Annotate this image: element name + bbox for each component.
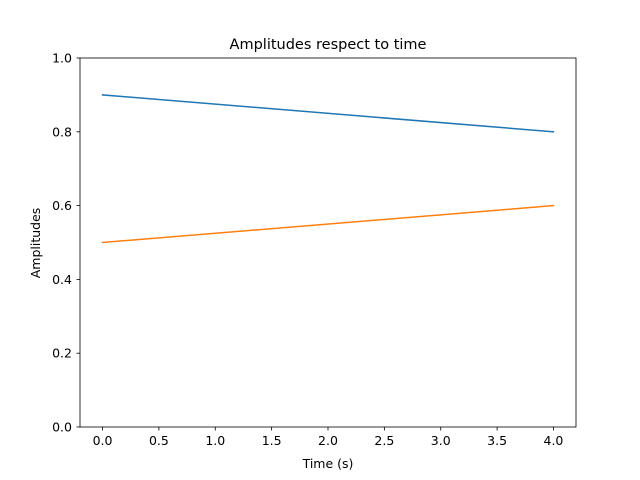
y-tick-label: 0.8: [52, 124, 72, 139]
chart-title: Amplitudes respect to time: [230, 37, 427, 53]
x-tick-label: 3.0: [431, 433, 451, 448]
series-layer: [101, 94, 555, 244]
x-tick-label: 0.0: [93, 433, 113, 448]
x-ticks: 0.0 0.5 1.0 1.5 2.0 2.5 3.0 3.5 4.0: [93, 427, 564, 448]
x-tick-label: 2.0: [318, 433, 338, 448]
x-tick-label: 1.5: [262, 433, 282, 448]
x-tick-label: 3.5: [487, 433, 507, 448]
x-tick-label: 1.0: [205, 433, 225, 448]
y-tick-label: 0.0: [52, 420, 72, 435]
series-line-1: [101, 94, 555, 133]
x-axis-label: Time (s): [302, 456, 354, 471]
y-tick-label: 0.4: [52, 272, 72, 287]
plot-area: [80, 58, 576, 427]
y-ticks: 0.0 0.2 0.4 0.6 0.8 1.0: [52, 51, 80, 435]
x-tick-label: 2.5: [374, 433, 394, 448]
x-tick-label: 4.0: [544, 433, 564, 448]
y-tick-label: 0.2: [52, 346, 72, 361]
x-tick-label: 0.5: [149, 433, 169, 448]
y-tick-label: 0.6: [52, 198, 72, 213]
y-axis-label: Amplitudes: [28, 208, 43, 279]
y-tick-label: 1.0: [52, 51, 72, 66]
series-line-2: [101, 204, 555, 244]
